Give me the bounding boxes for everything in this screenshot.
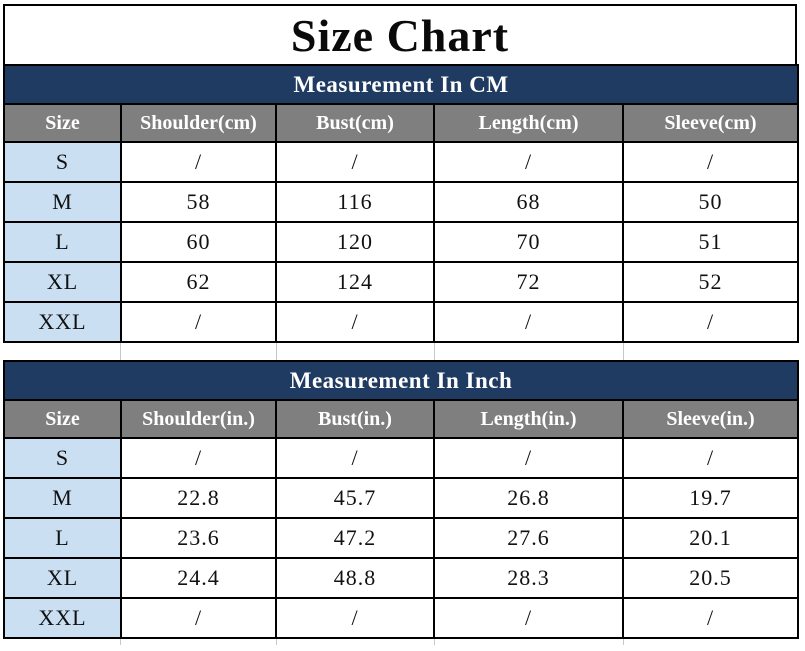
size-cell: XL: [3, 261, 122, 303]
inch-row-m: M 22.8 45.7 26.8 19.7: [3, 477, 800, 519]
value-cell: /: [621, 141, 800, 183]
inch-banner: Measurement In Inch: [2, 360, 800, 401]
value-cell: 116: [275, 181, 435, 223]
value-cell: /: [120, 141, 277, 183]
value-cell: 62: [120, 261, 277, 303]
inch-table: Measurement In Inch Size Shoulder(in.) B…: [2, 360, 800, 639]
value-cell: 51: [621, 221, 800, 263]
value-cell: /: [275, 437, 435, 479]
spacer-cell: [121, 639, 277, 645]
cm-header-sleeve: Sleeve(cm): [621, 103, 800, 143]
size-cell: XXL: [3, 301, 122, 343]
spacer-cell: [3, 343, 121, 360]
value-cell: 50: [621, 181, 800, 223]
value-cell: 26.8: [433, 477, 624, 519]
cm-row-m: M 58 116 68 50: [3, 181, 800, 223]
value-cell: 120: [275, 221, 435, 263]
value-cell: /: [621, 597, 800, 639]
cm-table: Measurement In CM Size Shoulder(cm) Bust…: [2, 64, 800, 343]
value-cell: 124: [275, 261, 435, 303]
spacer-cell: [624, 343, 797, 360]
bottom-gridline-strip: [3, 639, 797, 645]
size-cell: XL: [3, 557, 122, 599]
value-cell: 68: [433, 181, 624, 223]
value-cell: 70: [433, 221, 624, 263]
cm-banner-row: Measurement In CM: [2, 64, 800, 105]
spacer-cell: [277, 343, 435, 360]
value-cell: 20.5: [621, 557, 800, 599]
value-cell: 19.7: [621, 477, 800, 519]
value-cell: 45.7: [275, 477, 435, 519]
cm-row-l: L 60 120 70 51: [3, 221, 800, 263]
cm-row-xxl: XXL / / / /: [3, 301, 800, 343]
size-cell: XXL: [3, 597, 122, 639]
size-chart-sheet: Size Chart Measurement In CM Size Should…: [2, 4, 800, 645]
value-cell: /: [120, 301, 277, 343]
size-cell: S: [3, 437, 122, 479]
spacer-cell: [3, 639, 121, 645]
cm-row-xl: XL 62 124 72 52: [3, 261, 800, 303]
inch-header-row: Size Shoulder(in.) Bust(in.) Length(in.)…: [3, 399, 800, 439]
value-cell: 47.2: [275, 517, 435, 559]
spacer-cell: [624, 639, 797, 645]
cm-row-s: S / / / /: [3, 141, 800, 183]
size-cell: M: [3, 477, 122, 519]
cm-header-size: Size: [3, 103, 122, 143]
value-cell: /: [621, 437, 800, 479]
value-cell: 23.6: [120, 517, 277, 559]
value-cell: /: [275, 597, 435, 639]
value-cell: 60: [120, 221, 277, 263]
value-cell: /: [120, 597, 277, 639]
value-cell: 20.1: [621, 517, 800, 559]
value-cell: 27.6: [433, 517, 624, 559]
inch-header-sleeve: Sleeve(in.): [621, 399, 800, 439]
value-cell: 72: [433, 261, 624, 303]
spacer-cell: [121, 343, 277, 360]
value-cell: 24.4: [120, 557, 277, 599]
value-cell: 28.3: [433, 557, 624, 599]
size-cell: L: [3, 221, 122, 263]
value-cell: 22.8: [120, 477, 277, 519]
spacer-row: [3, 343, 797, 360]
inch-header-length: Length(in.): [433, 399, 624, 439]
value-cell: 52: [621, 261, 800, 303]
value-cell: /: [275, 301, 435, 343]
spacer-cell: [435, 343, 624, 360]
page-title: Size Chart: [3, 4, 797, 64]
inch-row-xl: XL 24.4 48.8 28.3 20.5: [3, 557, 800, 599]
inch-header-shoulder: Shoulder(in.): [120, 399, 277, 439]
value-cell: 58: [120, 181, 277, 223]
cm-header-row: Size Shoulder(cm) Bust(cm) Length(cm) Sl…: [3, 103, 800, 143]
value-cell: /: [433, 597, 624, 639]
value-cell: /: [433, 437, 624, 479]
inch-header-size: Size: [3, 399, 122, 439]
value-cell: /: [621, 301, 800, 343]
cm-header-bust: Bust(cm): [275, 103, 435, 143]
cm-header-length: Length(cm): [433, 103, 624, 143]
inch-row-xxl: XXL / / / /: [3, 597, 800, 639]
spacer-cell: [435, 639, 624, 645]
spacer-cell: [277, 639, 435, 645]
value-cell: /: [120, 437, 277, 479]
size-cell: M: [3, 181, 122, 223]
inch-banner-row: Measurement In Inch: [2, 360, 800, 401]
value-cell: 48.8: [275, 557, 435, 599]
cm-header-shoulder: Shoulder(cm): [120, 103, 277, 143]
inch-row-l: L 23.6 47.2 27.6 20.1: [3, 517, 800, 559]
value-cell: /: [433, 301, 624, 343]
value-cell: /: [275, 141, 435, 183]
cm-banner: Measurement In CM: [2, 64, 800, 105]
size-cell: L: [3, 517, 122, 559]
inch-header-bust: Bust(in.): [275, 399, 435, 439]
value-cell: /: [433, 141, 624, 183]
inch-row-s: S / / / /: [3, 437, 800, 479]
size-cell: S: [3, 141, 122, 183]
